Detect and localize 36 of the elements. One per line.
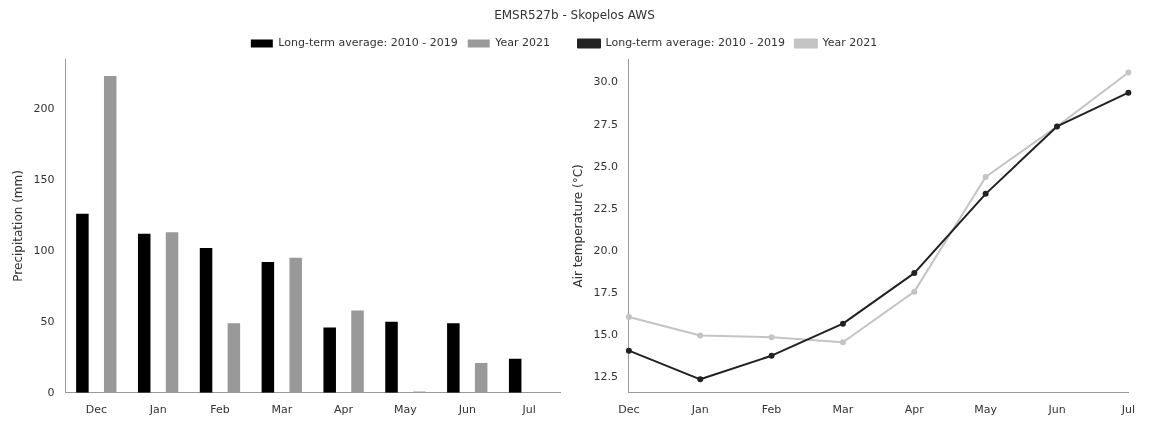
legend-label: Long-term average: 2010 - 2019 xyxy=(605,36,785,50)
y-tick-label: 200 xyxy=(33,101,55,115)
x-tick-label: May xyxy=(394,403,418,417)
x-tick-label: Feb xyxy=(210,403,230,417)
x-tick-label: Jul xyxy=(521,403,536,417)
x-tick-label: Apr xyxy=(334,403,354,417)
x-tick-label: Feb xyxy=(761,403,782,417)
legend-label: Year 2021 xyxy=(494,36,550,50)
legend-label: Long-term average: 2010 - 2019 xyxy=(278,36,458,50)
y-tick-label: 12.5 xyxy=(593,370,618,384)
x-tick-label: Dec xyxy=(618,403,640,417)
y-axis-title: Precipitation (mm) xyxy=(11,170,26,282)
x-tick-label: Jun xyxy=(1047,403,1066,417)
x-tick-label: Mar xyxy=(271,403,293,417)
legend-label: Year 2021 xyxy=(821,36,878,50)
y-tick-label: 15.0 xyxy=(593,328,618,342)
x-tick-label: Dec xyxy=(85,403,107,417)
x-tick-label: Jan xyxy=(690,403,709,417)
y-tick-label: 20.0 xyxy=(593,244,618,258)
x-tick-label: Jul xyxy=(1120,403,1135,417)
y-tick-label: 30.0 xyxy=(593,75,618,89)
y-tick-label: 22.5 xyxy=(593,201,618,215)
y-tick-label: 27.5 xyxy=(593,117,618,131)
y-tick-label: 150 xyxy=(33,172,55,186)
y-tick-label: 50 xyxy=(40,314,55,328)
y-tick-label: 17.5 xyxy=(593,286,618,300)
x-tick-label: Apr xyxy=(904,403,925,417)
x-tick-label: May xyxy=(974,403,998,417)
y-tick-label: 25.0 xyxy=(593,159,618,173)
y-tick-label: 100 xyxy=(33,243,55,257)
x-tick-label: Mar xyxy=(832,403,854,417)
x-tick-label: Jun xyxy=(457,403,476,417)
y-axis-title: Air temperature (°C) xyxy=(571,164,586,288)
y-tick-label: 0 xyxy=(47,385,55,399)
chart-title: EMSR527b - Skopelos AWS xyxy=(493,8,656,24)
x-tick-label: Jan xyxy=(148,403,167,417)
